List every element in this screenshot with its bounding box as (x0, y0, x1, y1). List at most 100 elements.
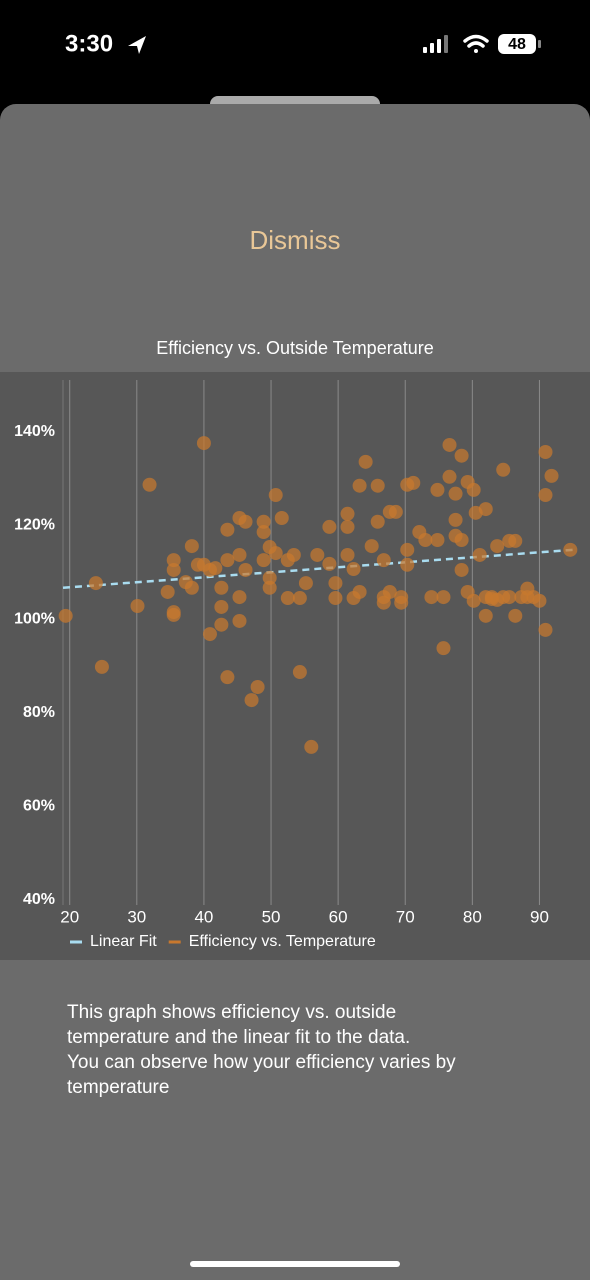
data-point (286, 547, 301, 562)
x-tick-label: 30 (127, 907, 146, 926)
data-point (430, 482, 445, 497)
data-point (184, 539, 199, 554)
chart-title: Efficiency vs. Outside Temperature (156, 338, 433, 358)
data-point (160, 584, 175, 599)
data-point (478, 608, 493, 623)
data-point (232, 613, 247, 628)
x-tick-label: 70 (396, 907, 415, 926)
data-point (220, 553, 235, 568)
data-point (256, 553, 271, 568)
data-point (280, 591, 295, 606)
data-point (220, 670, 235, 685)
data-point (424, 590, 439, 605)
wifi-icon (463, 34, 489, 53)
data-point (364, 539, 379, 554)
location-icon (128, 36, 146, 54)
x-tick-label: 90 (530, 907, 549, 926)
data-point (352, 478, 367, 493)
data-point (370, 478, 385, 493)
data-point (496, 462, 511, 477)
data-point (88, 576, 103, 591)
x-tick-label: 60 (329, 907, 348, 926)
data-point (376, 553, 391, 568)
data-point (202, 627, 217, 642)
data-point (454, 448, 469, 463)
data-point (532, 593, 547, 608)
data-point (58, 608, 73, 623)
data-point (388, 504, 403, 519)
data-point (298, 576, 313, 591)
data-point (340, 506, 355, 521)
data-point (538, 622, 553, 637)
data-point (310, 547, 325, 562)
data-point (292, 665, 307, 680)
data-point (478, 502, 493, 517)
dismiss-button[interactable]: Dismiss (250, 225, 341, 255)
data-point (346, 562, 361, 577)
data-point (454, 562, 469, 577)
data-point (166, 607, 181, 622)
data-point (442, 437, 457, 452)
y-tick-label: 40% (23, 891, 55, 908)
data-point (466, 482, 481, 497)
data-point (274, 510, 289, 525)
data-point (538, 488, 553, 503)
data-point (214, 599, 229, 614)
data-point (466, 593, 481, 608)
data-point (304, 739, 319, 754)
legend-label: Linear Fit (90, 933, 157, 950)
data-point (394, 595, 409, 610)
x-tick-label: 80 (463, 907, 482, 926)
data-point (436, 590, 451, 605)
data-point (142, 477, 157, 492)
battery-tip (538, 40, 541, 48)
description-line: temperature (67, 1077, 169, 1098)
legend-label: Efficiency vs. Temperature (189, 933, 376, 950)
data-point (352, 584, 367, 599)
data-point (370, 514, 385, 529)
data-point (244, 693, 259, 708)
data-point (400, 542, 415, 557)
data-point (94, 659, 109, 674)
fit-line (62, 548, 574, 589)
data-point (256, 514, 271, 529)
battery-level: 48 (508, 36, 526, 53)
data-point (196, 436, 211, 451)
description-line: This graph shows efficiency vs. outside (67, 1002, 396, 1023)
data-point (250, 679, 265, 694)
data-point (214, 580, 229, 595)
data-point (400, 557, 415, 572)
data-point (328, 591, 343, 606)
data-point (340, 519, 355, 534)
signal-icon (423, 35, 448, 53)
data-point (490, 539, 505, 554)
data-point (406, 475, 421, 490)
data-point (508, 608, 523, 623)
data-point (358, 454, 373, 469)
data-point (220, 522, 235, 537)
data-point (328, 576, 343, 591)
data-point (538, 444, 553, 459)
x-tick-label: 50 (262, 907, 281, 926)
data-point (130, 599, 145, 614)
data-point (322, 519, 337, 534)
data-point (232, 590, 247, 605)
y-tick-label: 100% (14, 610, 55, 627)
data-point (166, 553, 181, 568)
status-time: 3:30 (65, 30, 113, 57)
data-point (382, 584, 397, 599)
data-point (472, 547, 487, 562)
y-tick-label: 80% (23, 704, 55, 721)
x-tick-label: 40 (194, 907, 213, 926)
data-point (563, 542, 578, 557)
data-point (232, 547, 247, 562)
data-point (166, 562, 181, 577)
y-tick-label: 120% (14, 517, 55, 534)
data-point (544, 468, 559, 483)
battery (498, 34, 536, 54)
data-point (442, 469, 457, 484)
data-point (268, 546, 283, 561)
plot-area (0, 372, 590, 960)
data-point (208, 561, 223, 576)
